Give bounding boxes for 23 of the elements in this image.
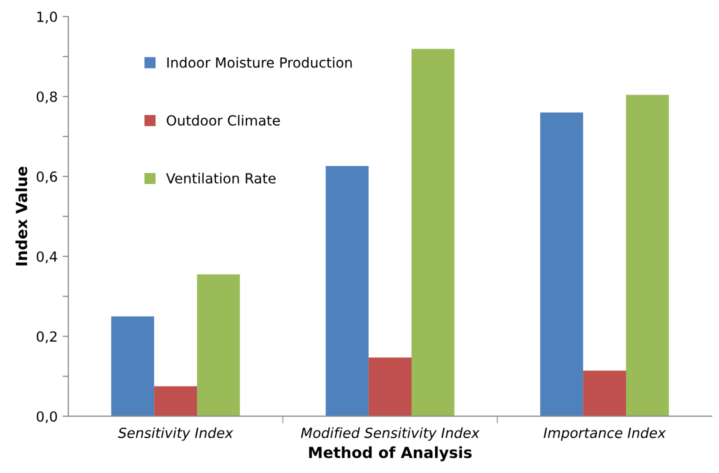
x-tick-label: Importance Index: [544, 427, 666, 441]
bar: [583, 370, 626, 416]
legend-label: Outdoor Climate: [166, 114, 280, 126]
bar: [197, 274, 240, 416]
y-tick-label: 0,6: [36, 171, 58, 184]
bar: [326, 166, 369, 416]
y-tick-label: 0,8: [36, 91, 57, 104]
x-tick-label: Modified Sensitivity Index: [300, 427, 480, 441]
x-tick-label: Sensitivity Index: [118, 427, 234, 441]
legend-label: Indoor Moisture Production: [167, 57, 352, 68]
bar: [111, 316, 154, 416]
bar: [154, 386, 198, 416]
bar: [626, 94, 669, 416]
y-tick-label: 0,2: [36, 331, 56, 344]
bar: [368, 357, 412, 416]
bar: [540, 112, 584, 416]
y-tick-label: 1,0: [37, 12, 57, 24]
y-tick-label: 0,4: [36, 251, 58, 264]
x-axis-title: Method of Analysis: [309, 446, 472, 462]
legend-label: Ventilation Rate: [166, 172, 276, 184]
y-tick-label: 0,0: [36, 411, 57, 424]
bar: [412, 48, 454, 416]
y-axis-title: Index Value: [15, 166, 28, 266]
